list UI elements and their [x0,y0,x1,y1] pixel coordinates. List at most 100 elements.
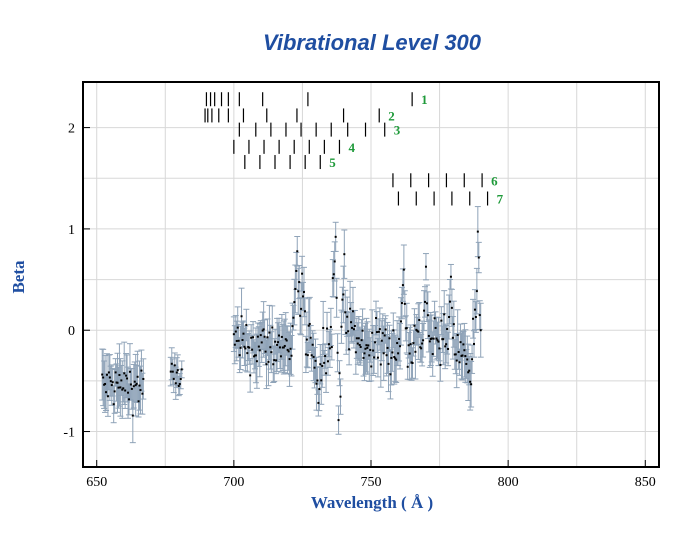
data-point [339,395,342,398]
data-point [362,356,365,359]
data-point [261,329,264,332]
data-point [314,359,317,362]
data-point [363,352,366,355]
data-point [271,326,274,329]
data-point [131,414,134,417]
data-point [402,268,405,271]
data-point [356,342,359,345]
data-point [333,260,336,263]
data-point [435,337,438,340]
data-point [177,384,180,387]
data-point [311,343,314,346]
data-point [408,352,411,355]
data-point [401,284,404,287]
data-point [367,344,370,347]
data-point [369,348,372,351]
data-point [173,364,176,367]
data-point [178,383,181,386]
data-point [292,316,295,319]
data-point [298,281,301,284]
data-point [133,380,136,383]
data-point [250,336,253,339]
data-point [287,350,290,353]
data-point [139,389,142,392]
data-point [368,354,371,357]
data-point [323,361,326,364]
data-point [128,370,131,373]
data-point [137,400,140,403]
data-point [326,327,329,330]
data-point [282,346,285,349]
data-point [243,345,246,348]
data-point [448,316,451,319]
data-point [375,331,378,334]
data-point [412,342,415,345]
data-point [176,369,179,372]
data-point [263,335,266,338]
data-point [399,320,402,323]
data-point [275,359,278,362]
data-point [335,296,338,299]
data-point [445,343,448,346]
data-point [438,347,441,350]
data-point [348,348,351,351]
data-point [308,322,311,325]
data-point [109,380,112,383]
data-point [381,332,384,335]
band-label: 2 [388,108,395,123]
data-point [302,291,305,294]
data-point [463,349,466,352]
data-point [380,339,383,342]
data-point [421,342,424,345]
data-point [375,317,378,320]
data-point [337,419,340,422]
data-point [141,392,144,395]
data-point [278,334,281,337]
data-point [389,373,392,376]
y-axis-label: Beta [9,260,28,294]
data-point [378,328,381,331]
data-point [403,302,406,305]
data-point [340,325,343,328]
data-point [299,314,302,317]
data-point [244,347,247,350]
data-point [383,334,386,337]
data-point [400,302,403,305]
data-point [265,363,268,366]
data-point [117,386,120,389]
data-point [132,385,135,388]
data-point [390,356,393,359]
y-tick-label: 0 [68,324,75,339]
data-point [293,301,296,304]
data-point [431,353,434,356]
data-point [320,379,323,382]
data-point [125,374,128,377]
data-point [334,235,337,238]
data-point [318,388,321,391]
data-point [424,265,427,268]
data-point [456,333,459,336]
data-point [436,339,439,342]
data-point [306,354,309,357]
data-point [245,324,248,327]
data-point [395,358,398,361]
data-point [418,318,421,321]
data-point [232,333,235,336]
data-point [458,361,461,364]
data-point [328,347,331,350]
data-point [336,351,339,354]
data-point [365,344,368,347]
data-point [267,360,270,363]
data-point [111,381,114,384]
data-point [374,341,377,344]
data-point [319,363,322,366]
data-point [411,362,414,365]
data-point [357,337,360,340]
data-point [255,360,258,363]
data-point [350,321,353,324]
data-point [266,336,269,339]
data-point [277,341,280,344]
data-point [180,368,183,371]
data-point [409,343,412,346]
data-point [345,331,348,334]
